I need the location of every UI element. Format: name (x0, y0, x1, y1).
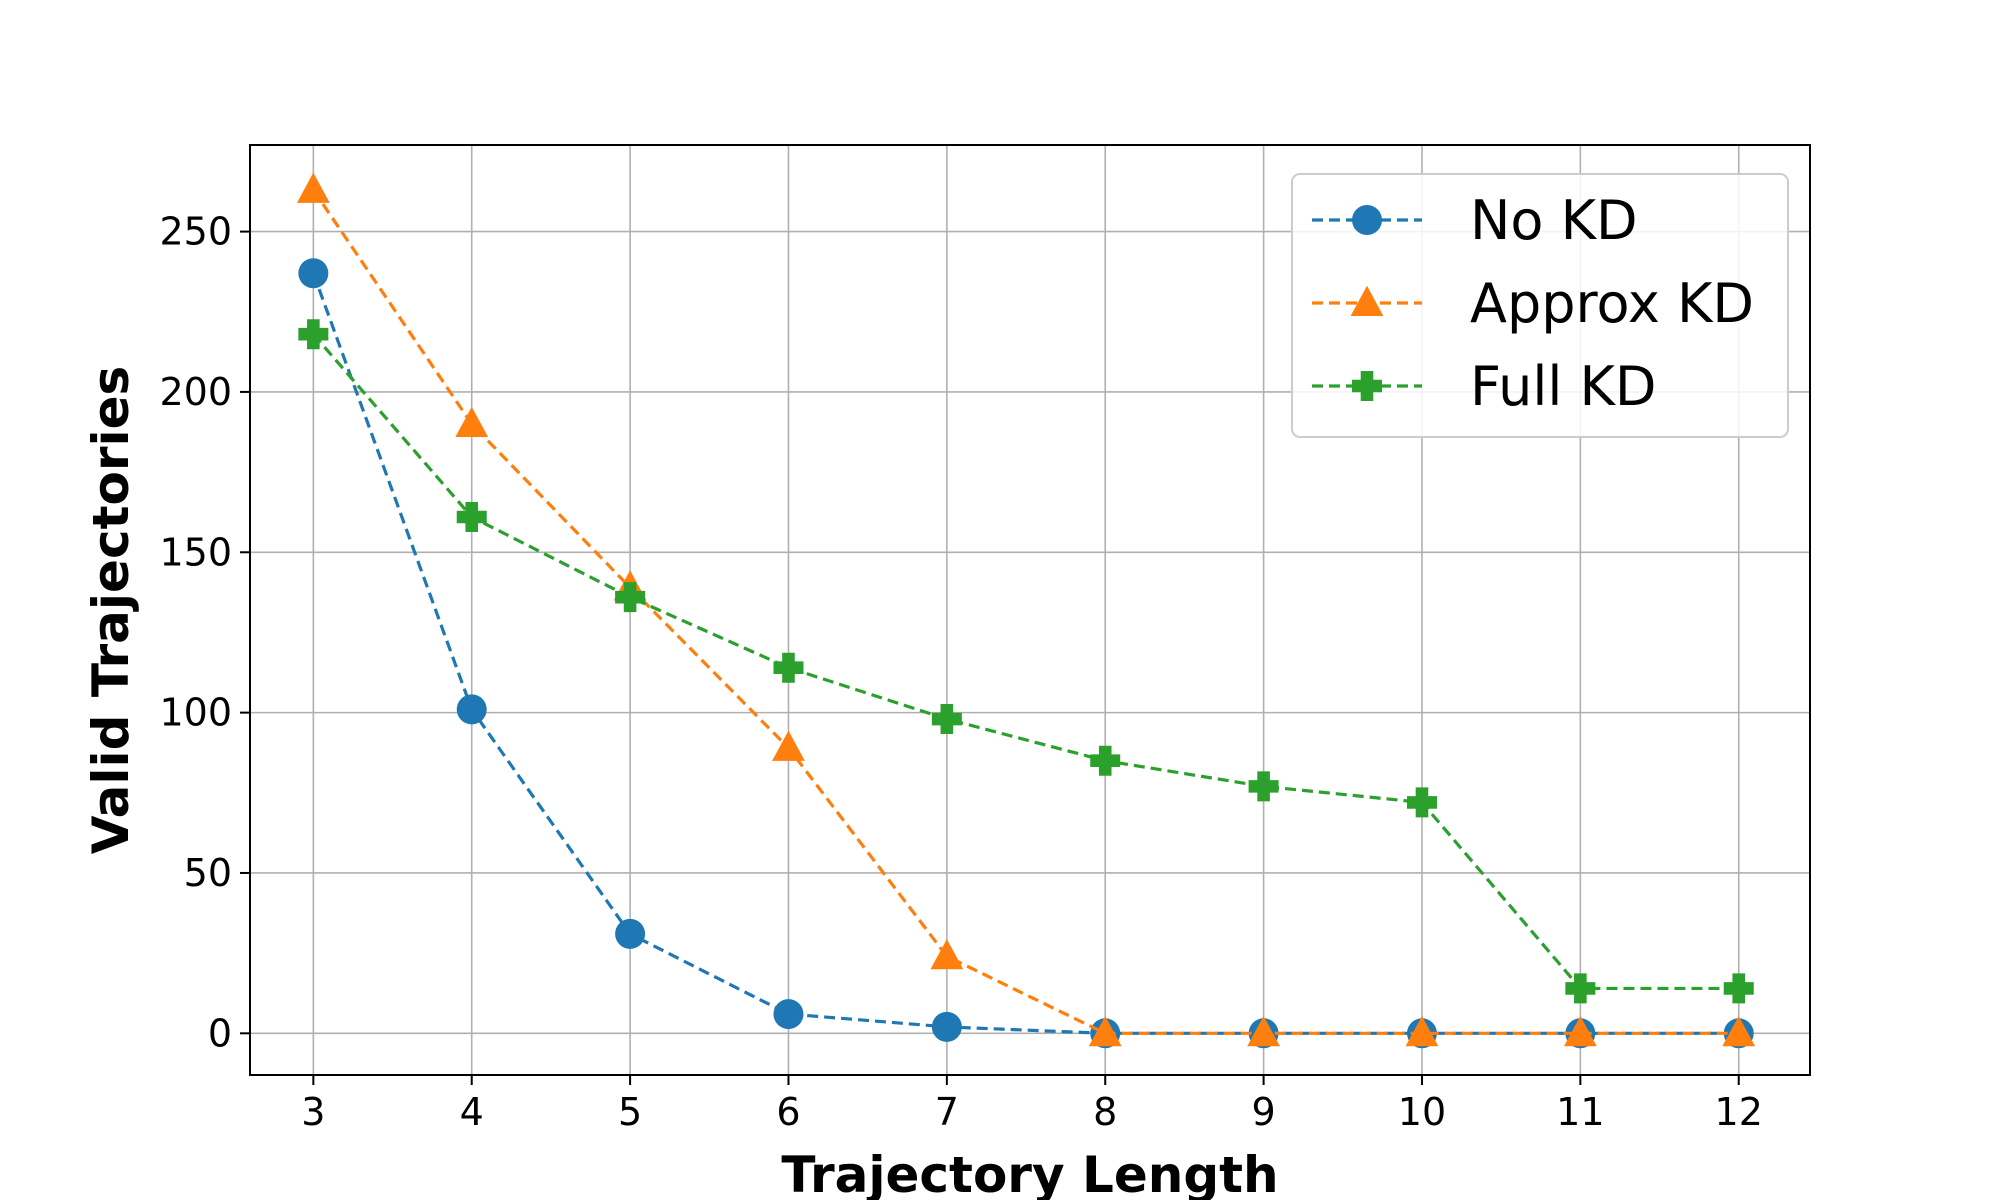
data-point (1248, 771, 1279, 802)
x-tick-label: 3 (301, 1090, 325, 1134)
x-tick-label: 11 (1556, 1090, 1604, 1134)
legend-marker (1352, 371, 1382, 401)
y-tick-label: 150 (159, 530, 232, 574)
legend-label: No KD (1470, 189, 1638, 252)
data-point (772, 730, 805, 761)
data-point (1406, 787, 1437, 818)
x-tick-label: 8 (1093, 1090, 1117, 1134)
data-point (298, 258, 329, 289)
data-point (615, 918, 646, 949)
data-point (1565, 973, 1596, 1004)
data-point (456, 694, 487, 725)
data-point (931, 1011, 962, 1042)
x-tick-label: 5 (618, 1090, 642, 1134)
data-point (931, 704, 962, 735)
y-tick-label: 200 (159, 370, 232, 414)
x-tick-label: 4 (460, 1090, 484, 1134)
data-point (455, 406, 489, 437)
data-point (1405, 1016, 1439, 1047)
series-line (312, 333, 1739, 991)
data-point (298, 319, 329, 350)
x-axis-title: Trajectory Length (781, 1146, 1278, 1200)
series-line (312, 189, 1739, 1035)
data-point (456, 502, 487, 532)
data-point (1723, 973, 1754, 1004)
y-axis-title: Valid Trajectories (82, 366, 140, 855)
y-tick-label: 0 (208, 1011, 232, 1055)
data-point (773, 652, 804, 683)
axis-ticks: 3 4 5 6 7 8 9 10 11 12 0 50 100 150 200 250 (159, 210, 1762, 1134)
x-tick-label: 10 (1398, 1090, 1446, 1134)
data-point (296, 172, 330, 203)
x-tick-label: 6 (776, 1090, 800, 1134)
x-tick-label: 9 (1252, 1090, 1276, 1134)
data-point (1563, 1016, 1597, 1047)
y-tick-label: 50 (184, 851, 232, 895)
legend-box (1291, 173, 1789, 438)
plot-frame (249, 144, 1811, 1076)
series-full-kd (298, 319, 1754, 1004)
series-line (311, 272, 1739, 1035)
x-tick-label: 7 (935, 1090, 959, 1134)
data-point (1722, 1016, 1756, 1047)
legend-label: Full KD (1470, 355, 1657, 418)
y-tick-label: 250 (159, 210, 232, 254)
series-layer (296, 172, 1756, 1049)
y-tick-label: 100 (159, 691, 232, 735)
data-point (773, 999, 804, 1030)
data-point (930, 939, 964, 970)
legend-marker (1350, 285, 1384, 316)
data-point (615, 582, 646, 613)
x-tick-label: 12 (1715, 1090, 1763, 1134)
data-point (1088, 1016, 1122, 1047)
legend-label: Approx KD (1470, 272, 1754, 335)
grid (250, 145, 1810, 1075)
legend: No KD Approx KD Full KD (1291, 173, 1789, 438)
legend-marker (1352, 205, 1382, 235)
data-point (1090, 745, 1121, 776)
data-point (1247, 1016, 1280, 1047)
